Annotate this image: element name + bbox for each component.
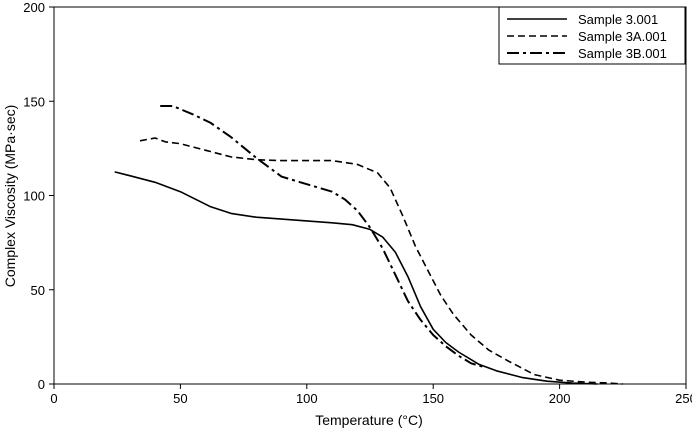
x-tick-label: 250	[675, 391, 692, 406]
y-tick-label: 100	[23, 189, 45, 204]
legend-label: Sample 3A.001	[578, 29, 667, 44]
legend-label: Sample 3B.001	[578, 46, 667, 61]
x-tick-label: 0	[50, 391, 57, 406]
x-tick-label: 100	[296, 391, 318, 406]
series-line-3	[160, 105, 485, 368]
x-tick-label: 50	[173, 391, 187, 406]
legend: Sample 3.001 Sample 3A.001 Sample 3B.001	[498, 6, 686, 65]
legend-label: Sample 3.001	[578, 12, 658, 27]
x-axis-title: Temperature (°C)	[315, 412, 423, 428]
series-layer	[114, 105, 623, 385]
x-tick-label: 200	[549, 391, 571, 406]
y-tick-label: 150	[23, 94, 45, 109]
series-line-2	[139, 137, 623, 385]
y-tick-label: 0	[38, 377, 45, 392]
series-line-1	[114, 171, 598, 385]
x-tick-label: 150	[422, 391, 444, 406]
y-tick-label: 50	[31, 283, 45, 298]
axis-ticks: 0 50 100 150 200 250 0 50 100 150 200	[23, 0, 692, 406]
y-tick-label: 200	[23, 0, 45, 15]
y-axis-title: Complex Viscosity (MPa·sec)	[2, 105, 18, 288]
